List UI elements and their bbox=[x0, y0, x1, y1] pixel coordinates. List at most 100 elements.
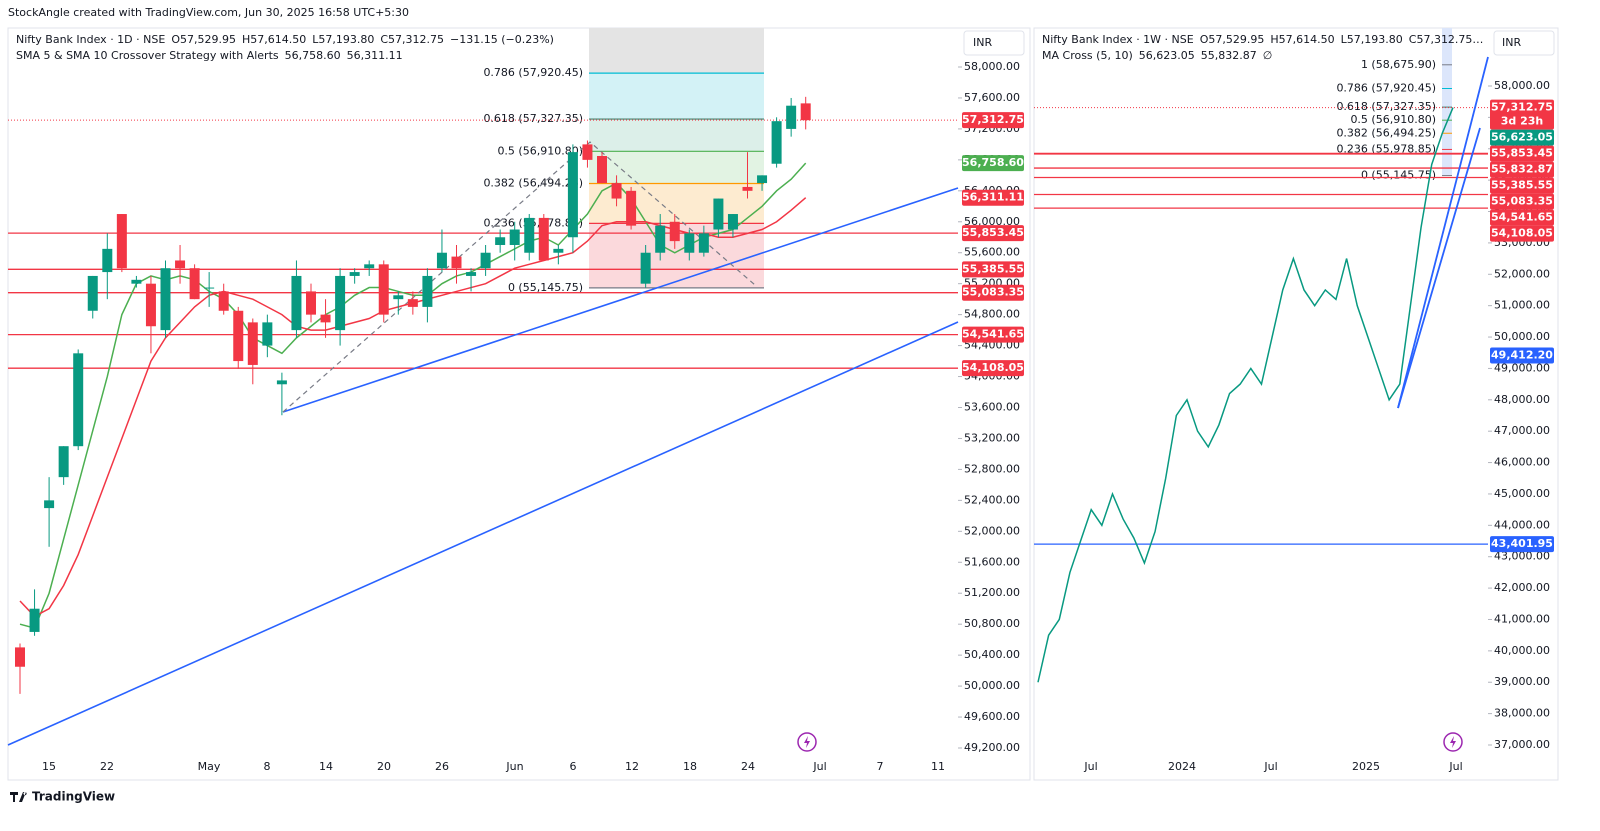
fib-label: 0 (55,145.75) bbox=[508, 281, 583, 294]
trend-line bbox=[1397, 127, 1481, 409]
price-badge bbox=[962, 326, 1024, 343]
price-badge bbox=[1490, 536, 1554, 553]
price-badge bbox=[962, 189, 1024, 206]
fib-label: 0.236 (55,978.85) bbox=[1336, 142, 1436, 155]
price-badge-label: 55,385.55 bbox=[962, 262, 1024, 275]
y-tick-label: 37,000.00 bbox=[1494, 738, 1550, 751]
y-tick-label: 48,000.00 bbox=[1494, 393, 1550, 406]
y-tick-label: 42,000.00 bbox=[1494, 581, 1550, 594]
fib-zone bbox=[589, 28, 764, 74]
legend-item: 56,758.60 bbox=[285, 49, 341, 62]
y-tick-label: 52,400.00 bbox=[964, 493, 1020, 506]
candle-body bbox=[291, 275, 302, 331]
right-pane bbox=[1033, 27, 1559, 781]
currency-button[interactable] bbox=[963, 30, 1025, 56]
y-tick-label: 38,000.00 bbox=[1494, 707, 1550, 720]
candle-body bbox=[175, 260, 186, 269]
price-badge-label: 55,083.35 bbox=[1491, 195, 1553, 208]
candle-body bbox=[131, 279, 142, 284]
candle-body bbox=[73, 353, 84, 447]
price-badge-label: 55,853.45 bbox=[962, 226, 1024, 239]
y-tick-label: 53,200.00 bbox=[964, 431, 1020, 444]
legend-item: 56,311.11 bbox=[347, 49, 403, 62]
y-tick-label: 41,000.00 bbox=[1494, 612, 1550, 625]
y-tick-label: 43,000.00 bbox=[1494, 550, 1550, 563]
footer: TradingView bbox=[32, 790, 115, 804]
price-badge-label: 56,758.60 bbox=[962, 156, 1024, 169]
x-tick-label: 7 bbox=[877, 760, 884, 773]
price-badge bbox=[962, 112, 1024, 129]
fib-trend bbox=[282, 141, 756, 413]
candle-body bbox=[684, 233, 695, 253]
fib-label: 1 (58,675.90) bbox=[1361, 58, 1436, 71]
candle-body bbox=[87, 275, 98, 311]
candle-body bbox=[189, 268, 200, 300]
y-tick-label: 50,400.00 bbox=[964, 648, 1020, 661]
y-tick-label: 52,000.00 bbox=[964, 524, 1020, 537]
y-tick-label: 40,000.00 bbox=[1494, 644, 1550, 657]
currency[interactable]: INR bbox=[973, 36, 992, 49]
y-tick-label: 51,000.00 bbox=[1494, 299, 1550, 312]
y-tick-label: 45,000.00 bbox=[1494, 487, 1550, 500]
x-tick-label: Jun bbox=[505, 760, 523, 773]
legend-item: H57,614.50 bbox=[242, 33, 306, 46]
candle-body bbox=[771, 121, 782, 164]
legend-item: −131.15 (−0.23%) bbox=[450, 33, 554, 46]
legend-item: MA Cross (5, 10) bbox=[1042, 49, 1133, 62]
y-tick-label: 46,000.00 bbox=[1494, 456, 1550, 469]
fib-zone bbox=[589, 73, 764, 120]
candle-body bbox=[786, 105, 797, 129]
candle-body bbox=[393, 295, 404, 300]
x-tick-label: 14 bbox=[319, 760, 333, 773]
price-badge-label: 54,108.05 bbox=[962, 361, 1024, 374]
price-badge-label: 54,541.65 bbox=[962, 328, 1024, 341]
y-tick-label: 55,600.00 bbox=[964, 246, 1020, 259]
y-tick-label: 52,000.00 bbox=[1494, 267, 1550, 280]
candle-body bbox=[262, 322, 273, 346]
fib-label: 0.382 (56,494.25) bbox=[483, 177, 583, 190]
x-tick-label: 26 bbox=[435, 760, 449, 773]
legend-item: O57,529.95 bbox=[171, 33, 236, 46]
x-tick-label: Jul bbox=[1448, 760, 1462, 773]
candle-body bbox=[597, 155, 607, 184]
logo-icon bbox=[10, 792, 27, 802]
legend-item: C57,312.75… bbox=[1409, 33, 1484, 46]
candle-body bbox=[698, 233, 709, 253]
fib-label: 0.382 (56,494.25) bbox=[1336, 126, 1436, 139]
currency[interactable]: INR bbox=[1502, 36, 1521, 49]
price-badge bbox=[962, 261, 1024, 278]
price-badge-label: 57,312.75 bbox=[1491, 101, 1553, 114]
price-badge-label: 55,853.45 bbox=[1491, 147, 1553, 160]
candle-body bbox=[145, 283, 156, 327]
candle-body bbox=[451, 256, 462, 269]
y-tick-label: 54,800.00 bbox=[964, 308, 1020, 321]
candle-body bbox=[247, 322, 258, 365]
x-tick-label: May bbox=[198, 760, 221, 773]
candle-body bbox=[233, 310, 244, 362]
trend-line bbox=[7, 321, 959, 746]
y-tick-label: 47,000.00 bbox=[1494, 424, 1550, 437]
candle-body bbox=[538, 217, 549, 261]
currency-button[interactable] bbox=[1493, 30, 1555, 56]
candle-body bbox=[102, 248, 113, 273]
x-tick-label: 8 bbox=[264, 760, 271, 773]
candle-body bbox=[378, 264, 389, 315]
y-tick-label: 51,200.00 bbox=[964, 586, 1020, 599]
price-badge bbox=[1490, 99, 1554, 130]
price-badge-label: 55,385.55 bbox=[1491, 179, 1553, 192]
y-tick-label: 44,000.00 bbox=[1494, 518, 1550, 531]
price-line bbox=[1037, 107, 1454, 683]
candle-body bbox=[669, 221, 680, 242]
footer-logo: TradingView bbox=[10, 790, 115, 804]
x-tick-label: Jul bbox=[1263, 760, 1277, 773]
price-badge-label: 57,312.75 bbox=[962, 113, 1024, 126]
y-tick-label: 39,000.00 bbox=[1494, 675, 1550, 688]
alert-icon-bolt bbox=[1450, 736, 1456, 748]
candle-body bbox=[116, 214, 127, 269]
fib-label: 0.5 (56,910.80) bbox=[497, 144, 583, 157]
price-badge-label: 54,108.05 bbox=[1491, 227, 1553, 240]
y-tick-label: 49,200.00 bbox=[964, 741, 1020, 754]
fib-zone bbox=[589, 151, 764, 184]
